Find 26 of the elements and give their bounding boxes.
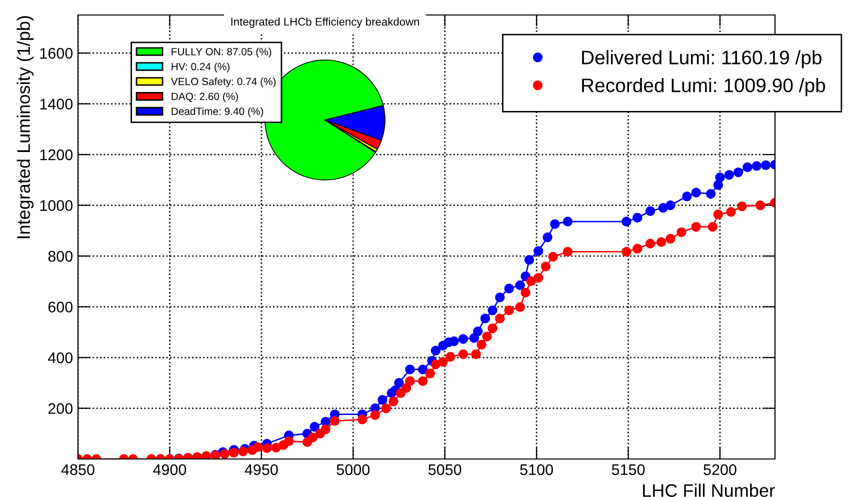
legend-label: HV: 0.24 (%) [172,62,230,72]
x-axis-title: LHC Fill Number [643,484,775,497]
y-axis-title: Integrated Luminosity (1/pb) [16,16,34,238]
y-tick-label: 1600 [40,48,73,59]
x-tick-label: 5100 [520,464,553,476]
legend-label: DeadTime: 9.40 (%) [172,107,264,118]
y-tick-label: 1000 [40,200,73,211]
y-tick-label: 1400 [40,98,73,110]
x-tick-label: 5050 [428,464,462,476]
y-tick-label: 200 [48,403,73,414]
legend-label: Delivered Lumi: 1160.19 /pb [582,50,822,68]
x-tick-label: 4850 [61,464,94,476]
x-tick-label: 5000 [336,464,370,476]
x-tick-label: 5200 [704,464,736,476]
x-tick-label: 4900 [153,464,186,476]
y-tick-label: 600 [48,302,73,312]
legend-label: DAQ: 2.60 (%) [172,92,238,102]
legend-label: Recorded Lumi: 1009.90 /pb [582,78,826,96]
legend-label: FULLY ON: 87.05 (%) [172,48,272,58]
y-tick-label: 1200 [40,149,73,160]
x-tick-label: 4950 [244,464,278,476]
legend-label: VELO Safety: 0.74 (%) [170,78,276,88]
y-tick-label: 800 [48,250,73,262]
x-tick-label: 5150 [612,464,645,476]
chart-title: Integrated LHCb Efficiency breakdown [231,18,419,28]
y-tick-label: 400 [48,352,73,364]
